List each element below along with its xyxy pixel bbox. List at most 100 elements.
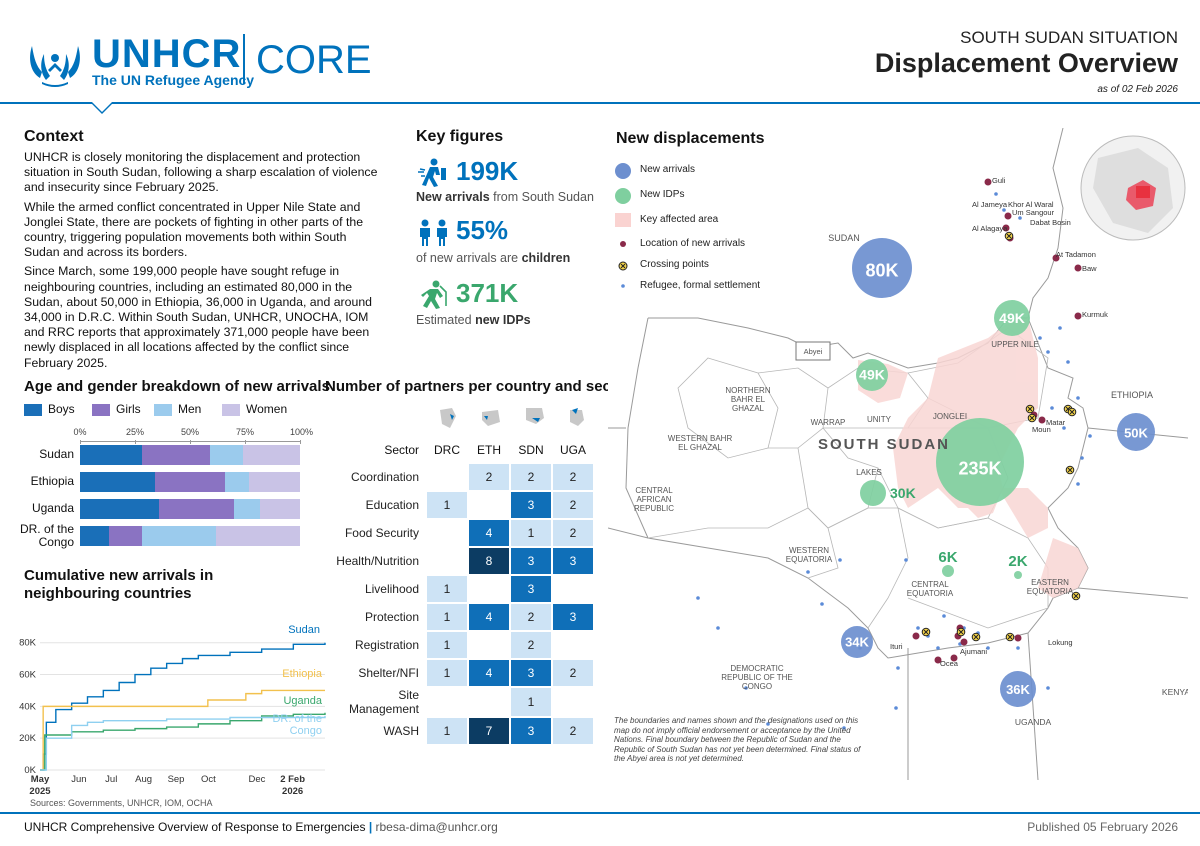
footer-title: UNHCR Comprehensive Overview of Response… xyxy=(24,820,366,834)
region-label-wbeg: WESTERN BAHR EL GHAZAL xyxy=(667,434,733,452)
legend-item-boys: Boys xyxy=(24,402,75,416)
arrival-location-dot xyxy=(934,656,942,664)
axis-tick-label: 100% xyxy=(290,427,314,437)
series-label: DR. of the xyxy=(272,713,322,725)
settlement-dot xyxy=(716,626,720,630)
partner-count-cell: 2 xyxy=(511,464,551,490)
partner-count-cell: 2 xyxy=(511,604,551,630)
place-label: Moun xyxy=(1032,425,1051,434)
sector-label: Coordination xyxy=(350,470,419,484)
eth-map-icon xyxy=(482,410,500,426)
legend-item-men: Men xyxy=(154,402,201,416)
bar-segment-women xyxy=(242,445,300,465)
age-gender-chart: 0% 25% 50% 75% 100% Sudan Ethiopia Uganda DR. of… xyxy=(0,420,320,550)
partner-count-cell: 1 xyxy=(511,688,551,716)
context-title: Context xyxy=(24,128,84,145)
axis-tick-label: 25% xyxy=(125,427,144,437)
map-legend-swatches xyxy=(615,163,631,288)
bar-label: Sudan xyxy=(39,447,74,461)
bar-segment-boys xyxy=(80,499,160,519)
settlement-dot xyxy=(842,726,846,730)
arrival-bubble-label: 50K xyxy=(1124,425,1148,440)
series-label: Sudan xyxy=(288,624,320,636)
bar-segment-women xyxy=(216,526,300,546)
bar-segment-women xyxy=(249,472,300,492)
settlement-dot xyxy=(1066,360,1070,364)
table-row: WASH 1 7 3 2 xyxy=(327,718,593,744)
series-line-ethiopia xyxy=(40,689,325,771)
partners-table: Sector DRC ETH SDN UGA Coordination 2 2 2 Educat… xyxy=(325,436,595,746)
situation-label: SOUTH SUDAN SITUATION xyxy=(960,28,1178,47)
context-section: Context UNHCR is closely monitoring the … xyxy=(24,128,384,375)
key-figure-idps: 371K xyxy=(416,278,606,316)
sector-label: Food Security xyxy=(344,526,419,540)
map-canvas: 80K 50K 34K 36K 49K 49K 235K 30K 6K 2K xyxy=(608,128,1188,780)
crossing-points xyxy=(921,231,1081,642)
settlement-dot xyxy=(744,686,748,690)
partner-count-cell: 1 xyxy=(511,520,551,546)
table-row: Registration 1 2 xyxy=(327,632,593,658)
sector-label: Protection xyxy=(364,610,419,624)
children-caption: of new arrivals are children xyxy=(416,251,571,265)
idp-bubble-label: 49K xyxy=(999,310,1025,326)
map-legend-label: New arrivals xyxy=(640,164,696,175)
y-tick-label: 0K xyxy=(24,765,36,776)
y-tick-label: 40K xyxy=(19,701,37,712)
sector-label: Site Management xyxy=(348,688,419,716)
sdn-map-icon xyxy=(526,408,544,424)
legend-swatch xyxy=(154,403,172,416)
partner-count-cell: 2 xyxy=(469,464,509,490)
settlement-dot xyxy=(806,570,810,574)
drc-map-icon xyxy=(440,408,456,428)
table-row: Education 1 3 2 xyxy=(327,492,593,518)
partner-count-cell: 3 xyxy=(553,604,593,630)
footer-published: Published 05 February 2026 xyxy=(1027,820,1178,834)
key-figure-children: 55% xyxy=(416,215,606,253)
map-disclaimer: The boundaries and names shown and the d… xyxy=(614,716,861,763)
partner-count-cell: 4 xyxy=(469,520,509,546)
settlement-dot xyxy=(820,602,824,606)
uga-map-icon xyxy=(570,408,584,426)
partners-table-header: Sector DRC ETH SDN UGA xyxy=(327,438,593,462)
partner-count-cell: 2 xyxy=(553,718,593,744)
arrival-bubble-sudan xyxy=(852,238,912,298)
region-label-lakes: LAKES xyxy=(856,468,882,477)
table-row: Coordination 2 2 2 xyxy=(327,464,593,490)
settlement-dot xyxy=(838,558,842,562)
region-label-uganda: UGANDA xyxy=(1014,717,1052,727)
arrival-bubble-label: 34K xyxy=(845,634,869,649)
partner-count-cell: 3 xyxy=(511,492,551,518)
place-label: Matar xyxy=(1046,418,1066,427)
x-tick-label: Sep xyxy=(168,774,185,785)
partner-count-cell xyxy=(469,492,509,518)
table-row: Site Management 1 xyxy=(327,688,593,716)
partner-count-cell: 1 xyxy=(427,660,467,686)
x-tick-label: Jul xyxy=(105,774,117,785)
map-legend-label: Location of new arrivals xyxy=(640,238,746,249)
logo-unhcr: UNHCR xyxy=(92,32,242,76)
place-label: Khor Al Waral xyxy=(1008,200,1054,209)
place-label: Al Jameya xyxy=(972,200,1008,209)
partner-count-cell: 2 xyxy=(553,492,593,518)
context-paragraph: While the armed conflict concentrated in… xyxy=(24,199,364,260)
bar-segment-men xyxy=(225,472,250,492)
series-line-dr-of-the-congo xyxy=(40,715,326,771)
arrival-location-dot xyxy=(984,178,992,186)
logo-separator xyxy=(243,34,245,84)
partner-count-cell: 2 xyxy=(553,660,593,686)
settlement-dot xyxy=(942,614,946,618)
bar-label: Uganda xyxy=(31,501,74,515)
map-title: New displacements xyxy=(616,130,765,147)
legend-swatch xyxy=(24,403,42,416)
region-label-nbeg: NORTHERN BAHR EL GHAZAL xyxy=(725,386,771,413)
footer-email[interactable]: rbesa-dima@unhcr.org xyxy=(375,820,498,834)
sector-label: Registration xyxy=(354,638,419,652)
arrival-location-dot xyxy=(960,638,968,646)
footer-rule xyxy=(0,812,1200,814)
page-title: Displacement Overview xyxy=(874,48,1178,78)
settlement-dot xyxy=(1088,434,1092,438)
legend-swatch xyxy=(222,403,240,416)
partner-count-cell xyxy=(427,464,467,490)
idp-bubble-central-equatoria xyxy=(942,565,954,577)
